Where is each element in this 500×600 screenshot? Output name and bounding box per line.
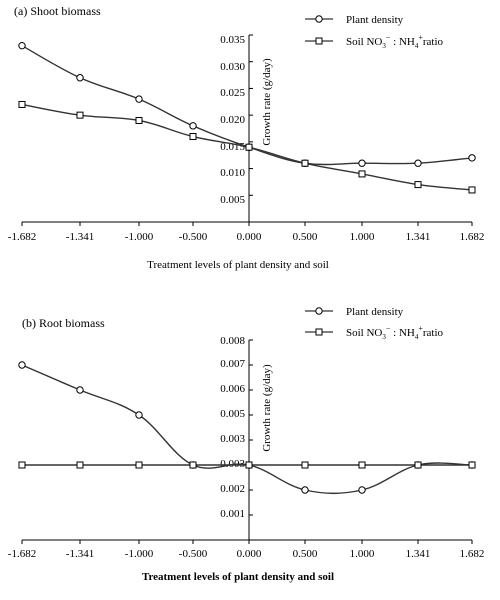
y-tick-label: 0.006 [220,383,245,395]
data-point-circle [135,411,143,419]
data-point-circle [468,154,476,162]
x-tick-marks [21,540,473,544]
legend-label: Plant density [346,14,404,26]
data-point-square [189,133,197,141]
y-tick-label: 0.001 [220,508,245,520]
legend-marker-circle [315,15,323,23]
y-tick-marks [249,339,253,516]
x-tick-label: 0.000 [237,548,262,560]
legend-label: Soil NO3− : NH4+ratio [346,324,444,341]
y-tick-label: 0.025 [220,87,245,99]
x-tick-label: -1.341 [66,548,94,560]
x-tick-label: -0.500 [179,548,208,560]
x-tick-label: -0.500 [179,231,208,243]
data-point-square [358,461,366,469]
y-tick-label: 0.003 [220,433,245,445]
legend-label: Soil NO3− : NH4+ratio [346,33,444,50]
data-point-circle [414,159,422,167]
data-point-circle [301,486,309,494]
data-point-square [189,461,197,469]
data-point-circle [18,361,26,369]
data-series [18,41,476,194]
legend-marker-circle [315,307,323,315]
data-point-square [245,461,253,469]
data-point-square [414,461,422,469]
legend-marker-square [315,37,323,45]
y-axis-label: Growth rate (g/day) [261,364,273,452]
x-tick-label: 1.682 [460,548,485,560]
root-biomass-chart: (b) Root biomass 0.001 0.002 0.003 0.003… [8,306,485,583]
data-point-circle [189,122,197,130]
data-point-square [76,461,84,469]
data-point-square [358,170,366,178]
x-tick-label: -1.000 [125,548,154,560]
data-point-circle [358,486,366,494]
x-tick-label: 1.341 [406,548,431,560]
data-point-square [18,100,26,108]
y-tick-label: 0.005 [220,408,245,420]
x-tick-label: 1.341 [406,231,431,243]
y-tick-label: 0.035 [220,34,245,46]
x-tick-label: 1.682 [460,231,485,243]
y-tick-marks [249,34,253,196]
data-point-square [468,461,476,469]
data-point-circle [135,95,143,103]
shoot-biomass-chart: (a) Shoot biomass 0.005 0.010 0.015 0.02… [8,4,485,271]
chart-title: (b) Root biomass [22,316,105,330]
y-axis-label: Growth rate (g/day) [261,58,273,146]
legend: Plant density Soil NO3− : NH4+ratio [305,14,444,50]
x-tick-label: 0.500 [293,231,318,243]
legend-label: Plant density [346,306,404,318]
legend-marker-square [315,328,323,336]
x-tick-label: 1.000 [350,548,375,560]
data-point-circle [18,41,26,50]
data-point-square [414,181,422,189]
x-axis-label: Treatment levels of plant density and so… [147,259,329,271]
data-point-circle [76,386,84,394]
y-tick-label: 0.002 [220,483,245,495]
y-tick-label: 0.005 [220,194,245,206]
data-point-square [301,461,309,469]
x-tick-label: -1.682 [8,231,36,243]
y-tick-label: 0.003 [220,458,245,470]
data-point-circle [76,74,84,82]
chart-title: (a) Shoot biomass [14,4,101,18]
data-point-square [18,461,26,469]
data-point-square [301,159,309,167]
x-axis-label: Treatment levels of plant density and so… [142,571,334,583]
x-tick-label: -1.000 [125,231,154,243]
y-tick-label: 0.008 [220,335,245,347]
y-tick-label: 0.007 [220,358,245,370]
x-tick-label: 0.500 [293,548,318,560]
data-series [18,361,476,495]
x-tick-marks [21,222,473,226]
x-tick-label: 1.000 [350,231,375,243]
y-tick-label: 0.020 [220,114,245,126]
data-point-square [468,186,476,194]
data-point-circle [358,159,366,167]
data-point-square [76,111,84,119]
data-point-square [135,461,143,469]
series-line-plant-density [21,364,473,495]
x-tick-label: -1.341 [66,231,94,243]
x-tick-label: -1.682 [8,548,36,560]
y-tick-label: 0.010 [220,167,245,179]
x-tick-label: 0.000 [237,231,262,243]
data-point-square [135,116,143,124]
legend: Plant density Soil NO3− : NH4+ratio [305,306,444,341]
y-tick-label: 0.030 [220,61,245,73]
data-point-square [245,143,253,151]
